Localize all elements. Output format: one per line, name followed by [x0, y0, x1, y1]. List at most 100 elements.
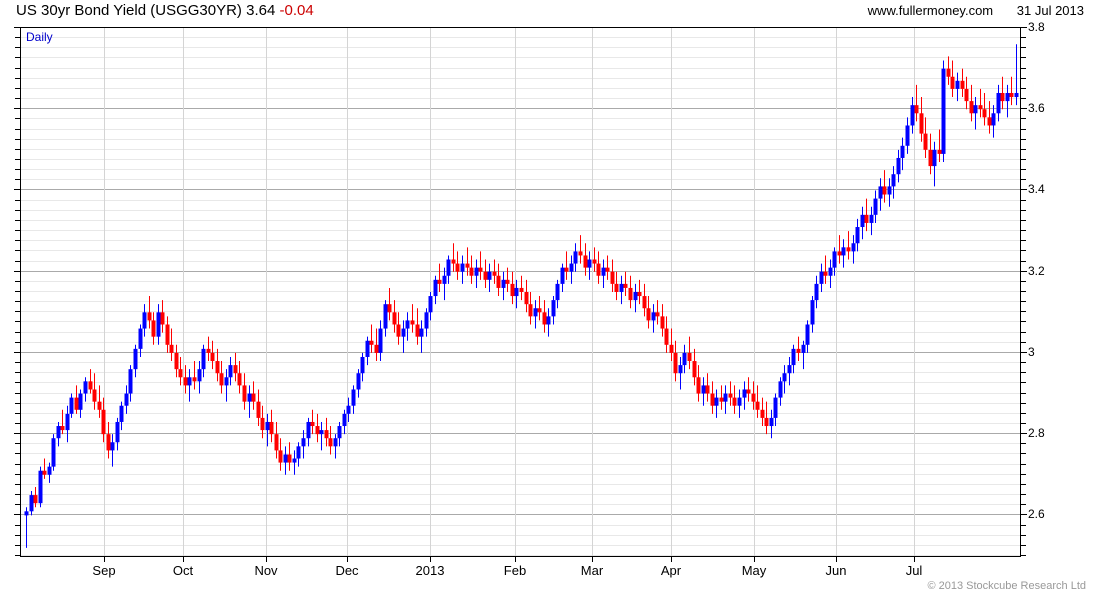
candle-body	[415, 324, 420, 337]
candle-body	[782, 373, 787, 382]
candle-body	[742, 389, 747, 398]
candle-body	[442, 275, 447, 284]
axis-tick	[1021, 57, 1026, 58]
candle-body	[705, 385, 710, 394]
y-axis-tick-label: 2.6	[1028, 507, 1045, 522]
axis-tick	[15, 525, 20, 526]
candle-body	[905, 125, 910, 146]
as-of-date: 31 Jul 2013	[1016, 3, 1084, 18]
candle-body	[437, 279, 442, 284]
gridline-minor	[21, 321, 1020, 322]
candle-body	[228, 365, 233, 378]
candle-body	[1014, 92, 1019, 98]
axis-tick	[15, 169, 20, 170]
candle-body	[601, 267, 606, 276]
axis-tick	[15, 57, 20, 58]
y-axis-tick-label: 3	[1028, 344, 1035, 359]
candle-body	[969, 101, 974, 114]
axis-tick	[1021, 423, 1026, 424]
gridline-minor	[21, 179, 1020, 180]
candle-body	[1000, 92, 1005, 102]
axis-tick	[1021, 230, 1026, 231]
candle-body	[29, 495, 34, 512]
gridline-minor	[21, 240, 1020, 241]
gridline-vertical	[266, 28, 267, 556]
axis-tick	[1021, 535, 1026, 536]
candle-body	[455, 263, 460, 272]
candle-body	[88, 381, 93, 390]
candle-body	[846, 247, 851, 252]
axis-tick	[15, 403, 20, 404]
candle-body	[56, 426, 61, 439]
candle-body	[424, 312, 429, 329]
candle-body	[328, 438, 333, 447]
candle-body	[592, 259, 597, 264]
axis-tick	[1021, 78, 1026, 79]
candle-body	[805, 324, 810, 345]
candle-body	[365, 340, 370, 357]
axis-tick	[1021, 342, 1026, 343]
candle-body	[374, 344, 379, 353]
candle-body	[110, 442, 115, 451]
axis-tick	[1021, 433, 1027, 434]
candle-body	[242, 385, 247, 402]
candle-body	[864, 214, 869, 223]
candle-body	[1005, 92, 1010, 102]
candle-body	[219, 373, 224, 386]
gridline-minor	[21, 129, 1020, 130]
candle-body	[256, 401, 261, 418]
candle-body	[760, 409, 765, 418]
candle-body	[237, 373, 242, 386]
axis-tick	[15, 301, 20, 302]
candle-body	[546, 316, 551, 325]
gridline-minor	[21, 474, 1020, 475]
gridline-major	[21, 108, 1020, 109]
x-axis-tick-label: Oct	[172, 563, 194, 578]
axis-left	[20, 27, 21, 557]
gridline-minor	[21, 453, 1020, 454]
gridline-minor	[21, 301, 1020, 302]
candle-body	[292, 458, 297, 463]
axis-tick	[1021, 494, 1026, 495]
x-axis-tick-label: Dec	[335, 563, 359, 578]
candle-body	[719, 397, 724, 402]
candle-body	[791, 348, 796, 366]
axis-tick	[1021, 169, 1026, 170]
x-axis-tick-label: Jun	[825, 563, 847, 578]
axis-tick	[1021, 139, 1026, 140]
axis-tick	[1021, 179, 1026, 180]
axis-tick	[15, 139, 20, 140]
gridline-major	[21, 189, 1020, 190]
candle-body	[151, 320, 156, 337]
gridline-minor	[21, 525, 1020, 526]
axis-top	[20, 27, 1021, 28]
axis-tick	[1021, 118, 1026, 119]
candle-body	[69, 397, 74, 414]
candle-body	[814, 283, 819, 301]
axis-tick	[1021, 159, 1026, 160]
y-axis-tick-label: 3.6	[1028, 101, 1045, 116]
candle-body	[910, 105, 915, 126]
x-axis-tick-label: Feb	[503, 563, 527, 578]
candle-body	[101, 409, 106, 435]
gridline-minor	[21, 169, 1020, 170]
candle-body	[310, 421, 315, 427]
axis-bottom	[20, 556, 1021, 557]
candle-body	[210, 352, 215, 362]
candle-body	[878, 186, 883, 199]
axis-tick	[515, 557, 516, 562]
axis-tick	[15, 118, 20, 119]
axis-tick	[1021, 261, 1026, 262]
candle-body	[551, 300, 556, 317]
candle-body	[633, 292, 638, 301]
axis-tick	[1021, 464, 1026, 465]
candle-body	[637, 292, 642, 297]
axis-tick	[1021, 27, 1027, 28]
axis-tick	[1021, 474, 1026, 475]
candle-body	[900, 145, 905, 158]
last-price: 3.64	[246, 2, 276, 19]
candle-body	[83, 381, 88, 394]
gridline-minor	[21, 545, 1020, 546]
axis-tick	[1021, 352, 1027, 353]
candle-body	[283, 454, 288, 463]
